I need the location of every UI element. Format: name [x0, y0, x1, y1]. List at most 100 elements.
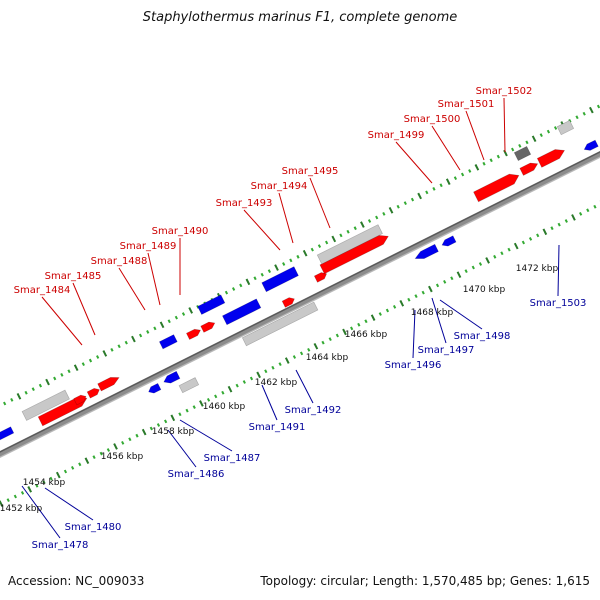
- tick-mark: [153, 326, 157, 331]
- tick-mark: [178, 412, 182, 417]
- tick-mark: [231, 287, 236, 291]
- tick-mark: [60, 372, 64, 377]
- gene-feature: [97, 377, 120, 392]
- tick-mark: [421, 290, 425, 295]
- forward-gene-labels: Smar_1484 Smar_1485 Smar_1488 Smar_1489 Smar…: [14, 86, 532, 346]
- tick-mark: [450, 276, 454, 281]
- tick-mark: [511, 147, 515, 152]
- tick-mark: [521, 240, 525, 245]
- gene-feature: [536, 149, 566, 168]
- tick-mark: [331, 235, 337, 243]
- tick-mark: [518, 144, 522, 148]
- label-leader-line: [309, 177, 331, 229]
- tick-mark: [296, 254, 300, 259]
- gene-feature: [414, 243, 439, 259]
- tick-mark: [474, 164, 480, 171]
- gene-label-smar-1498: Smar_1498: [454, 331, 511, 342]
- tick-mark: [13, 494, 17, 499]
- tick-mark: [256, 371, 261, 379]
- tick-mark: [135, 433, 139, 438]
- tick-mark: [170, 414, 176, 422]
- gene-feature: [319, 235, 389, 275]
- gene-feature: [178, 377, 200, 394]
- gene-feature: [281, 297, 295, 308]
- tick-mark: [542, 228, 548, 236]
- gene-feature: [316, 224, 383, 265]
- gene-label-smar-1493: Smar_1493: [216, 198, 273, 209]
- tick-mark: [307, 347, 311, 352]
- tick-marks: [0, 104, 600, 507]
- tick-mark: [253, 276, 257, 281]
- tick-mark: [239, 283, 243, 288]
- tick-mark: [445, 178, 451, 185]
- tick-mark: [35, 483, 39, 488]
- label-leader-line: [431, 297, 447, 344]
- tick-mark: [388, 206, 394, 214]
- tick-mark: [128, 437, 132, 442]
- scale-label: 1454 kbp: [23, 478, 66, 488]
- tick-mark: [471, 265, 475, 270]
- tick-mark: [113, 443, 118, 450]
- tick-mark: [507, 247, 511, 252]
- tick-mark: [425, 190, 429, 195]
- accession-label: Accession: NC_009033: [8, 574, 145, 588]
- reverse-gene-labels: Smar_1478 Smar_1480 Smar_1486 Smar_1487 Smar…: [21, 244, 587, 551]
- tick-mark: [485, 257, 490, 264]
- label-leader-line: [21, 485, 61, 539]
- scale-label: 1464 kbp: [306, 353, 349, 363]
- gene-feature: [261, 266, 299, 293]
- tick-mark: [45, 378, 50, 386]
- tick-mark: [38, 383, 43, 388]
- gene-label-smar-1497: Smar_1497: [418, 345, 475, 356]
- tick-mark: [456, 271, 462, 279]
- genome-backbone: [0, 150, 600, 459]
- scale-label: 1472 kbp: [516, 264, 559, 274]
- tick-mark: [399, 300, 405, 307]
- tick-mark: [575, 115, 579, 120]
- backbone-line: [0, 152, 600, 458]
- gene-label-smar-1501: Smar_1501: [438, 99, 495, 110]
- gene-feature: [200, 321, 216, 333]
- tick-mark: [464, 269, 468, 273]
- tick-mark: [159, 321, 165, 329]
- tick-mark: [70, 466, 75, 470]
- tick-mark: [117, 344, 121, 349]
- label-leader-line: [503, 97, 506, 153]
- tick-mark: [593, 204, 597, 209]
- tick-mark: [513, 242, 519, 250]
- tick-mark: [546, 129, 551, 134]
- tick-mark: [392, 305, 397, 309]
- tick-mark: [124, 340, 128, 345]
- backbone-line: [0, 150, 600, 454]
- gene-features: [0, 120, 599, 441]
- tick-mark: [102, 350, 108, 357]
- tick-mark: [0, 500, 4, 507]
- tick-mark: [181, 312, 186, 316]
- tick-mark: [174, 315, 178, 320]
- label-leader-line: [465, 110, 485, 161]
- tick-mark: [339, 233, 343, 238]
- scale-label: 1470 kbp: [463, 285, 506, 295]
- label-leader-line: [179, 419, 233, 452]
- tick-mark: [274, 264, 279, 271]
- gene-label-smar-1503: Smar_1503: [530, 298, 587, 309]
- label-leader-line: [118, 267, 146, 311]
- tick-mark: [360, 221, 365, 228]
- tick-mark: [245, 278, 251, 286]
- tick-mark: [596, 104, 600, 109]
- tick-mark: [539, 133, 543, 138]
- gene-feature: [222, 298, 262, 326]
- tick-mark: [382, 212, 386, 216]
- gene-label-smar-1500: Smar_1500: [404, 114, 461, 125]
- scale-label: 1456 kbp: [101, 452, 144, 462]
- tick-mark: [146, 330, 150, 334]
- gene-label-smar-1484: Smar_1484: [14, 285, 71, 296]
- scale-label: 1468 kbp: [411, 308, 454, 318]
- tick-mark: [92, 455, 96, 460]
- tick-mark: [478, 262, 483, 266]
- tick-mark: [550, 226, 554, 231]
- tick-mark: [496, 154, 500, 159]
- tick-mark: [42, 480, 46, 485]
- tick-mark: [346, 229, 350, 234]
